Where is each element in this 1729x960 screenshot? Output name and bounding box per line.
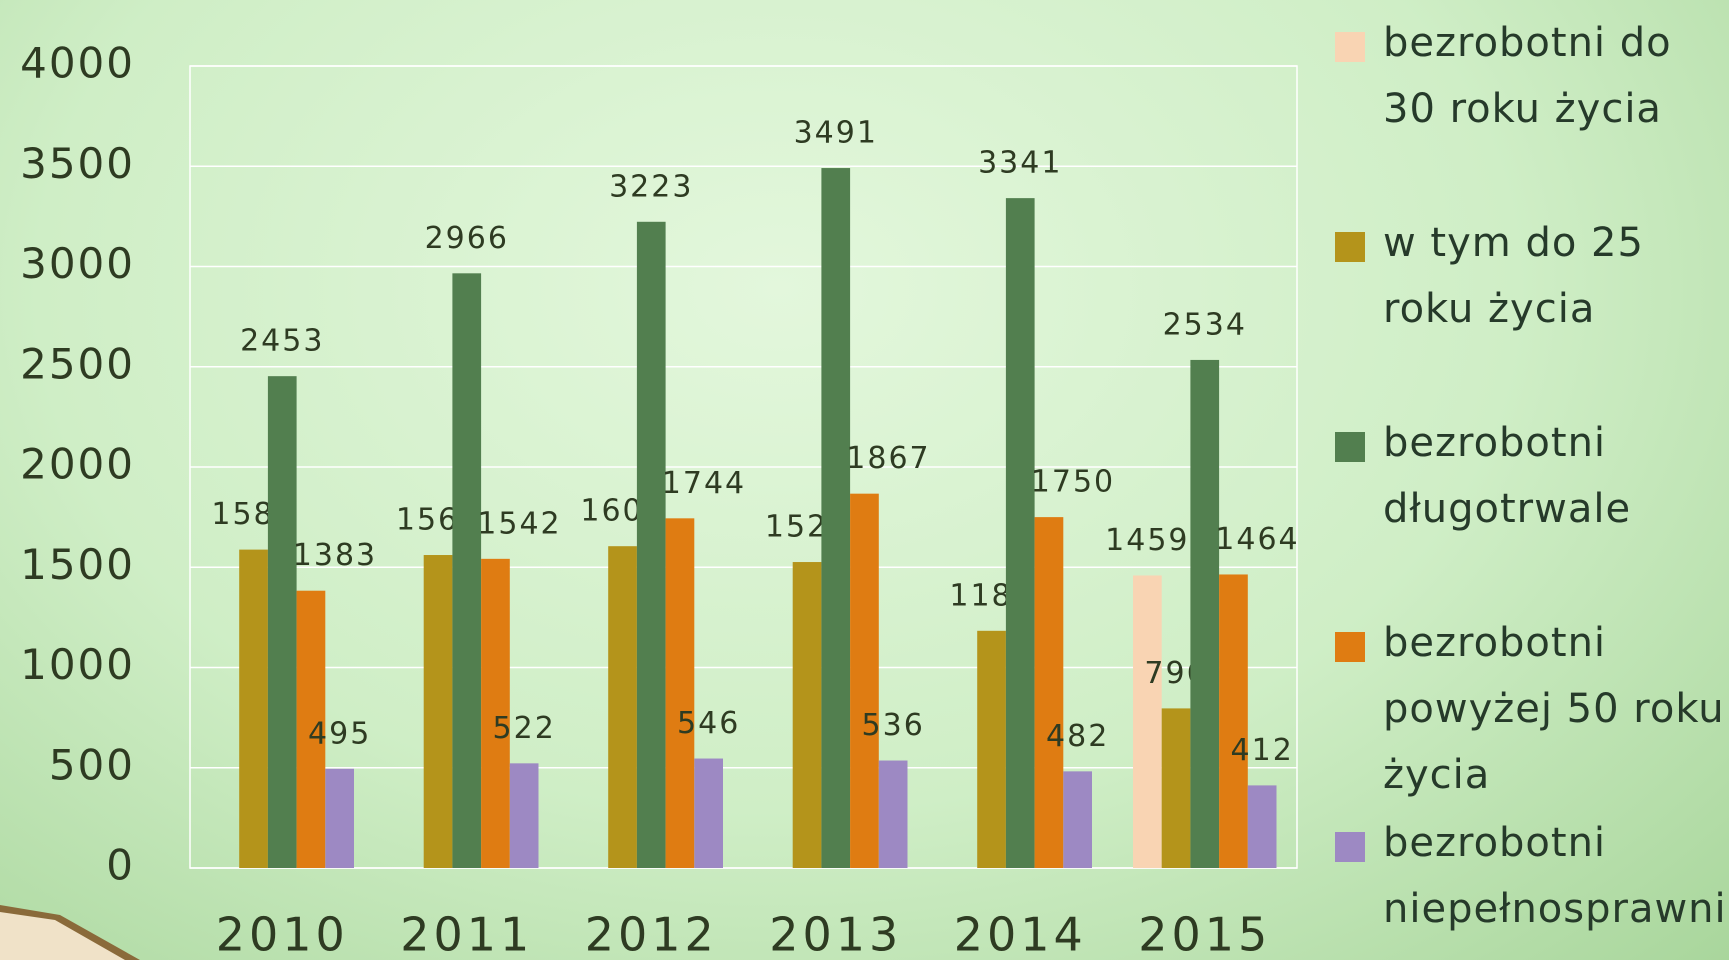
- bar: [423, 555, 453, 868]
- y-tick-label: 0: [106, 841, 135, 890]
- x-tick-label: 2010: [216, 908, 349, 960]
- bar: [452, 273, 482, 868]
- y-tick-label: 500: [49, 740, 135, 789]
- legend-swatch: [1335, 232, 1365, 262]
- data-label: 2534: [1163, 307, 1247, 342]
- bar: [1034, 517, 1064, 868]
- bar: [878, 760, 908, 868]
- data-label: 1867: [846, 441, 930, 476]
- y-tick-label: 3500: [20, 139, 135, 188]
- bar: [1133, 575, 1162, 868]
- y-tick-label: 3000: [20, 239, 135, 288]
- y-tick-label: 1500: [20, 540, 135, 589]
- legend-item: bezrobotni do 30 roku życia: [1335, 10, 1725, 142]
- bar: [325, 768, 354, 868]
- bar: [608, 546, 637, 868]
- legend-swatch: [1335, 632, 1365, 662]
- data-label: 495: [308, 716, 371, 751]
- data-label: 1464: [1215, 522, 1299, 557]
- data-label: 546: [677, 706, 740, 741]
- data-label: 3223: [609, 169, 693, 204]
- legend-item: bezrobotni niepełnosprawni: [1335, 810, 1727, 942]
- legend-item: bezrobotni długotrwale: [1335, 410, 1725, 542]
- legend-label: bezrobotni powyżej 50 roku życia: [1383, 620, 1725, 798]
- y-tick-label: 2500: [20, 339, 135, 388]
- bar: [665, 518, 695, 868]
- bar: [977, 630, 1006, 868]
- x-tick-label: 2011: [400, 908, 533, 960]
- bar: [296, 590, 326, 868]
- legend-label: w tym do 25 roku życia: [1383, 220, 1644, 332]
- data-label: 3491: [794, 116, 878, 151]
- bar: [481, 558, 510, 868]
- bar: [1161, 708, 1191, 868]
- data-label: 482: [1046, 719, 1109, 754]
- legend-swatch: [1335, 32, 1365, 62]
- bar: [1063, 771, 1092, 868]
- y-tick-label: 1000: [20, 640, 135, 689]
- data-label: 3341: [978, 146, 1062, 181]
- bar: [1219, 574, 1248, 868]
- bar: [850, 493, 879, 868]
- bar: [694, 758, 723, 868]
- legend-label: bezrobotni długotrwale: [1383, 420, 1632, 532]
- x-tick-label: 2013: [769, 908, 902, 960]
- bar: [1005, 198, 1035, 868]
- legend-swatch: [1335, 432, 1365, 462]
- data-label: 1750: [1031, 465, 1115, 500]
- y-tick-label: 4000: [20, 39, 135, 88]
- decoration: [0, 912, 125, 960]
- data-label: 522: [493, 711, 556, 746]
- data-label: 1383: [293, 538, 377, 573]
- data-label: 2453: [240, 324, 324, 359]
- legend-item: w tym do 25 roku życia: [1335, 210, 1725, 342]
- bar: [509, 763, 539, 868]
- bar: [821, 168, 851, 868]
- data-label: 2966: [425, 221, 509, 256]
- legend-label: bezrobotni do 30 roku życia: [1383, 20, 1672, 132]
- y-tick-label: 2000: [20, 440, 135, 489]
- x-tick-label: 2015: [1138, 908, 1271, 960]
- x-tick-label: 2012: [585, 908, 718, 960]
- x-tick-label: 2014: [954, 908, 1087, 960]
- legend-item: bezrobotni powyżej 50 roku życia: [1335, 610, 1725, 808]
- data-label: 412: [1231, 733, 1294, 768]
- data-label: 536: [862, 708, 925, 743]
- legend-swatch: [1335, 832, 1365, 862]
- bar: [1247, 785, 1277, 868]
- data-label: 1744: [662, 466, 746, 501]
- legend-label: bezrobotni niepełnosprawni: [1383, 820, 1727, 932]
- data-label: 1542: [477, 506, 561, 541]
- data-label: 1459: [1105, 523, 1189, 558]
- bar: [267, 376, 297, 868]
- bar: [792, 562, 822, 868]
- bar: [636, 221, 666, 868]
- bar: [239, 549, 268, 868]
- bar: [1190, 359, 1220, 868]
